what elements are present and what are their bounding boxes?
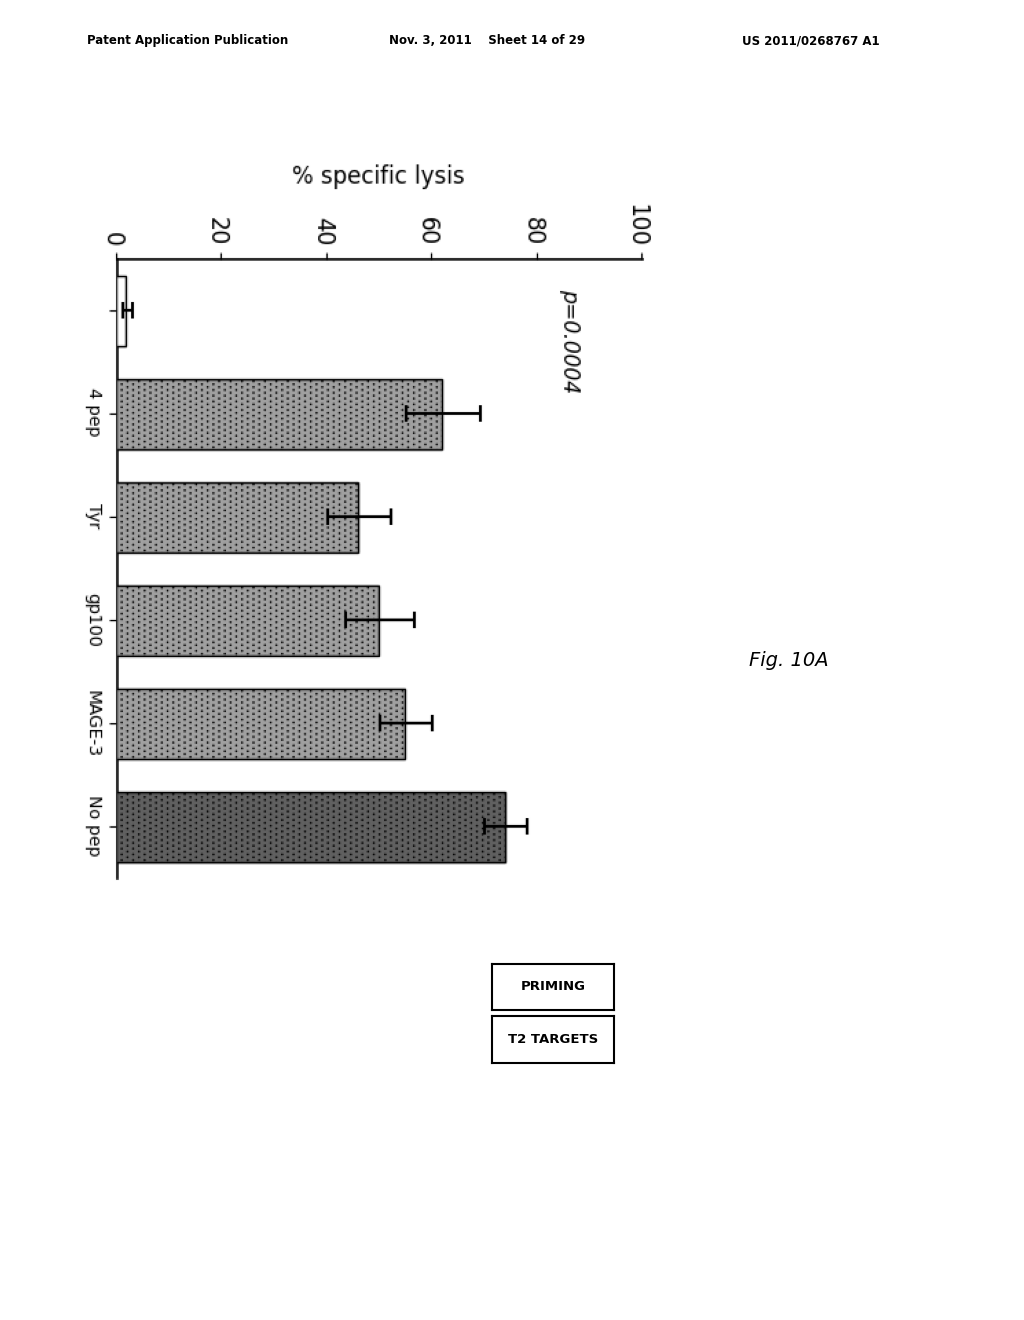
Text: T2 TARGETS: T2 TARGETS — [508, 1034, 598, 1045]
Text: Nov. 3, 2011    Sheet 14 of 29: Nov. 3, 2011 Sheet 14 of 29 — [389, 34, 586, 48]
Text: US 2011/0268767 A1: US 2011/0268767 A1 — [742, 34, 880, 48]
Text: PRIMING: PRIMING — [520, 981, 586, 993]
Text: Fig. 10A: Fig. 10A — [749, 651, 828, 669]
Text: Patent Application Publication: Patent Application Publication — [87, 34, 289, 48]
